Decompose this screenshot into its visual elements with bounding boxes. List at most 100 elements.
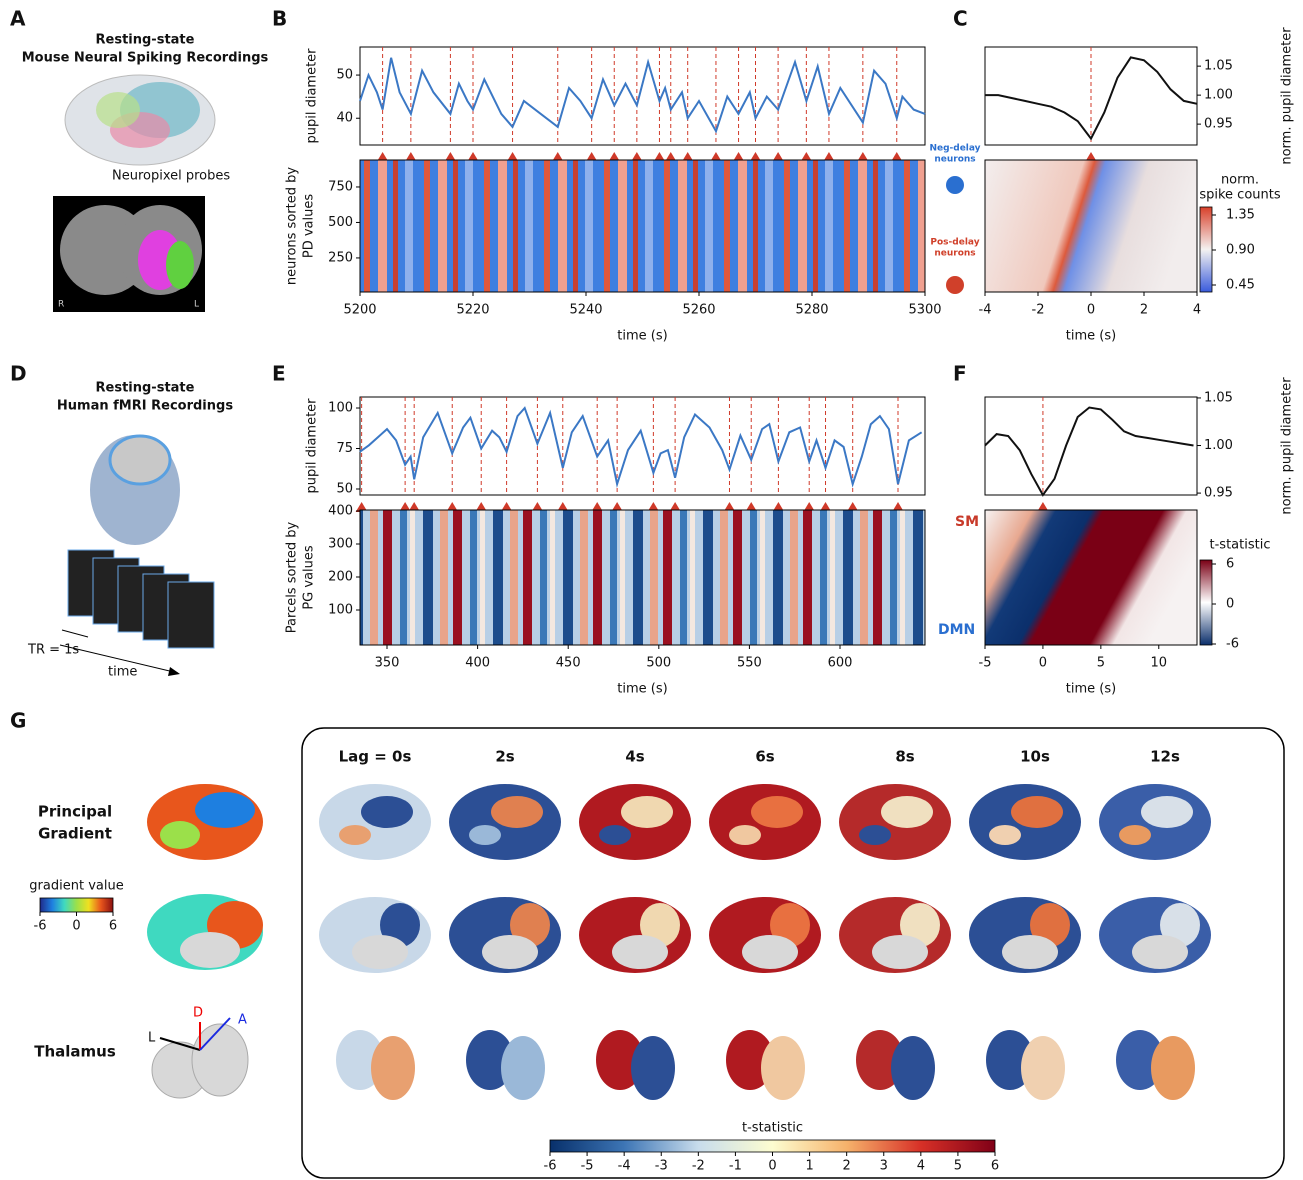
chart-line: 0.951.001.05norm. pupil diameter (985, 377, 1295, 515)
lag-label: 12s (1150, 748, 1180, 766)
x-tick-label: -2 (1032, 303, 1045, 318)
tick-label: 1 (805, 1159, 813, 1174)
x-axis-label: time (s) (617, 682, 667, 697)
x-tick-label: 10 (1150, 656, 1167, 671)
panel-letter: F (953, 362, 967, 386)
annotation: SM (955, 514, 979, 530)
x-tick-label: 350 (375, 656, 400, 671)
tick-label: -6 (1226, 637, 1239, 652)
annotation: TR = 1s (27, 643, 79, 658)
axis-dir: D (193, 1006, 203, 1021)
y-tick-label: 0.95 (1204, 486, 1233, 501)
tick-label: 5 (954, 1159, 962, 1174)
x-tick-label: 550 (737, 656, 762, 671)
x-axis-label: time (s) (617, 329, 667, 344)
lag-label: 2s (495, 748, 514, 766)
tick-label: 6 (109, 919, 117, 934)
colorbar (550, 1140, 995, 1152)
x-tick-label: 400 (465, 656, 490, 671)
medial-wall (352, 935, 408, 969)
annotation: neurons (934, 249, 975, 259)
heatmap (985, 510, 1197, 645)
neuron-icon (946, 276, 964, 294)
y-tick-label: 500 (328, 215, 353, 230)
y-axis-label: norm. pupil diameter (1280, 377, 1295, 515)
annotation: time (108, 665, 137, 680)
x-tick-label: 500 (646, 656, 671, 671)
y-axis-label: neurons sorted by (285, 167, 300, 285)
lag-label: 10s (1020, 748, 1050, 766)
tick-label: -6 (544, 1159, 557, 1174)
thalamus-map (1151, 1036, 1195, 1100)
tick-label: 0.90 (1226, 243, 1255, 258)
y-tick-label: 100 (328, 603, 353, 618)
y-tick-label: 1.00 (1204, 438, 1233, 453)
tick-label: -3 (655, 1159, 668, 1174)
lag-label: 6s (755, 748, 774, 766)
line-series (360, 408, 922, 484)
title: Resting-state (96, 33, 195, 48)
y-tick-label: 200 (328, 570, 353, 585)
y-axis-label: PD values (302, 194, 317, 258)
tick-label: 4 (917, 1159, 925, 1174)
y-tick-label: 400 (328, 503, 353, 518)
panel-letter: E (272, 362, 286, 386)
tick-label: 0 (1226, 597, 1234, 612)
neuron-icon (946, 176, 964, 194)
row-label: Thalamus (34, 1043, 116, 1061)
y-axis-label: Parcels sorted by (285, 521, 300, 633)
tick-label: -2 (692, 1159, 705, 1174)
brain-region (1141, 796, 1193, 828)
title: Resting-state (96, 381, 195, 396)
chart-heatmap: 250500750520052205240526052805300time (s… (285, 160, 942, 344)
fmri-frame (168, 582, 214, 648)
y-tick-label: 1.05 (1204, 59, 1233, 74)
thalamus-map (501, 1036, 545, 1100)
brain-region (1011, 796, 1063, 828)
tick-label: -6 (34, 919, 47, 934)
lag-label: 4s (625, 748, 644, 766)
line-series (985, 408, 1194, 496)
line-series (360, 58, 925, 131)
tick-label: 3 (880, 1159, 888, 1174)
y-tick-label: 100 (328, 401, 353, 416)
tick-label: 0 (768, 1159, 776, 1174)
medial-wall (180, 932, 240, 968)
brain-region (751, 796, 803, 828)
heatmap (360, 510, 925, 645)
title: Human fMRI Recordings (57, 399, 233, 414)
thalamus-map (371, 1036, 415, 1100)
panel-letter: G (10, 709, 26, 733)
panel-letter: C (953, 7, 968, 31)
medial-wall (482, 935, 538, 969)
brain-region (989, 825, 1021, 845)
medial-wall (742, 935, 798, 969)
thalamus-map (1021, 1036, 1065, 1100)
brain-region (361, 796, 413, 828)
y-tick-label: 50 (336, 68, 353, 83)
y-tick-label: 250 (328, 250, 353, 265)
y-axis-label: pupil diameter (305, 398, 320, 494)
heatmap (985, 160, 1197, 292)
colorbar-label: t-statistic (742, 1121, 803, 1136)
axes-frame (360, 397, 925, 495)
annotation: Neuropixel probes (112, 169, 230, 184)
row-label: Gradient (38, 825, 112, 843)
thalamus-map (891, 1036, 935, 1100)
y-tick-label: 750 (328, 179, 353, 194)
tick-label: 0.45 (1226, 278, 1255, 293)
tick-label: 2 (843, 1159, 851, 1174)
brain-region (96, 92, 140, 128)
y-axis-label: pupil diameter (305, 48, 320, 144)
tick-label: -1 (729, 1159, 742, 1174)
x-tick-label: 600 (828, 656, 853, 671)
y-tick-label: 50 (336, 482, 353, 497)
hemisphere-label: R (58, 300, 64, 310)
annotation: neurons (934, 155, 975, 165)
colorbar (1200, 560, 1212, 645)
colorbar-label: norm. (1221, 173, 1259, 188)
x-tick-label: 5240 (569, 303, 602, 318)
